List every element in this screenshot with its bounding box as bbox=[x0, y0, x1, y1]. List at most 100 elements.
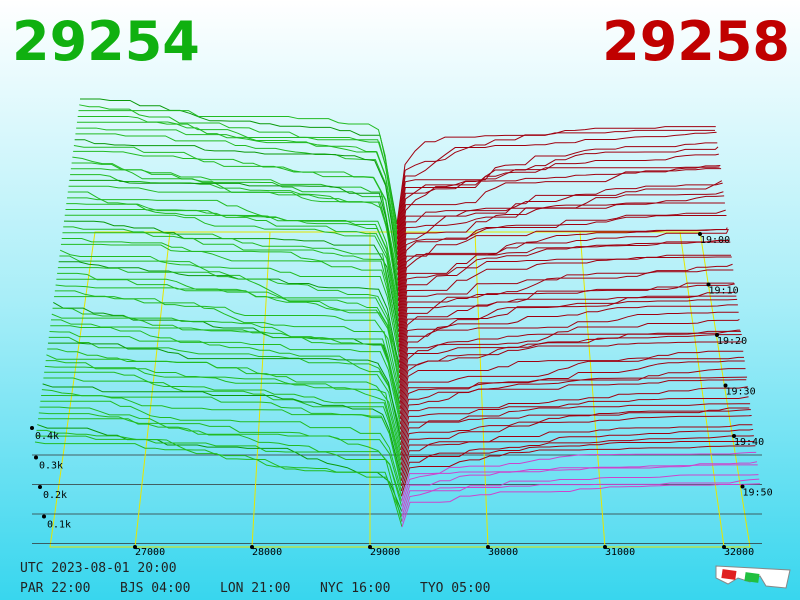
ask-curve bbox=[396, 142, 718, 240]
price-label: 30000 bbox=[488, 547, 518, 558]
city-time: PAR 22:00 bbox=[20, 581, 90, 596]
bid-curve bbox=[44, 371, 402, 466]
ask-curve bbox=[400, 440, 755, 492]
bid-curve bbox=[66, 203, 400, 317]
volume-label: 0.1k bbox=[47, 520, 71, 531]
bid-curve bbox=[80, 98, 398, 225]
ask-curve bbox=[396, 153, 719, 250]
bid-curve bbox=[62, 232, 400, 343]
time-dot bbox=[732, 434, 736, 438]
ask-curve bbox=[399, 333, 742, 404]
ask-curve bbox=[400, 414, 752, 471]
time-label: 19:30 bbox=[726, 387, 756, 398]
bid-curve bbox=[63, 226, 400, 338]
ask-curve bbox=[399, 304, 738, 379]
city-time: LON 21:00 bbox=[220, 581, 290, 596]
volume-dot bbox=[34, 455, 38, 460]
ask-curve bbox=[396, 131, 717, 235]
price-label: 28000 bbox=[252, 547, 282, 558]
ask-curve bbox=[399, 341, 743, 409]
price-dot bbox=[250, 545, 254, 549]
ask-curve bbox=[399, 356, 744, 420]
volume-label: 0.2k bbox=[43, 490, 67, 501]
price-dot bbox=[486, 545, 490, 549]
bid-curve bbox=[77, 115, 398, 240]
bid-curve bbox=[69, 179, 399, 296]
ask-curve bbox=[397, 168, 722, 266]
bid-curve bbox=[40, 400, 402, 492]
ask-curve bbox=[399, 311, 739, 384]
ask-curve bbox=[401, 461, 758, 507]
bid-curve bbox=[60, 243, 400, 353]
ask-curve bbox=[398, 241, 731, 327]
ask-curve bbox=[400, 403, 751, 461]
bid-curve bbox=[74, 139, 399, 261]
ask-curve bbox=[400, 428, 754, 481]
bid-curve bbox=[68, 185, 399, 302]
bid-curve bbox=[73, 145, 399, 266]
bid-curve bbox=[35, 435, 403, 522]
price-dot bbox=[133, 545, 137, 549]
volume-label: 0.4k bbox=[35, 431, 59, 442]
depth-curves bbox=[34, 98, 761, 528]
ask-curve bbox=[398, 269, 734, 348]
ask-curve bbox=[398, 229, 729, 317]
ask-curve bbox=[398, 291, 736, 363]
ask-curve bbox=[397, 195, 725, 286]
ask-curve bbox=[396, 129, 715, 225]
volume-dot bbox=[42, 514, 46, 519]
volume-dot bbox=[30, 426, 34, 430]
ask-curve bbox=[398, 254, 732, 332]
time-label: 19:20 bbox=[717, 336, 747, 347]
ask-curve bbox=[397, 229, 729, 312]
price-grid-line bbox=[579, 231, 606, 548]
bid-curve bbox=[49, 331, 401, 430]
time-dot bbox=[723, 383, 728, 388]
bid-curve bbox=[78, 110, 398, 235]
ask-curve bbox=[399, 319, 740, 389]
bid-curve bbox=[56, 278, 401, 384]
time-dot bbox=[706, 282, 711, 287]
time-dot bbox=[715, 333, 719, 337]
bid-curve bbox=[47, 342, 402, 440]
ask-curve bbox=[401, 464, 758, 512]
time-dot bbox=[740, 484, 745, 489]
bid-curve bbox=[52, 307, 401, 409]
ask-curve bbox=[396, 126, 716, 230]
city-time: NYC 16:00 bbox=[320, 581, 390, 596]
time-label: 19:00 bbox=[700, 235, 730, 246]
bid-curve bbox=[38, 412, 403, 502]
ask-curve bbox=[399, 379, 747, 435]
bid-curve bbox=[54, 296, 401, 399]
bid-curve bbox=[45, 360, 402, 456]
ask-curve bbox=[399, 368, 746, 430]
ask-curve bbox=[398, 283, 735, 358]
price-label: 32000 bbox=[724, 547, 754, 558]
price-label: 31000 bbox=[605, 547, 635, 558]
bid-curve bbox=[61, 238, 400, 348]
time-dot bbox=[698, 232, 702, 236]
bid-curve bbox=[57, 267, 400, 374]
bid-curve bbox=[65, 208, 400, 322]
price-dot bbox=[368, 545, 372, 549]
ask-curve bbox=[401, 451, 757, 502]
bid-curve bbox=[64, 214, 400, 327]
ask-curve bbox=[400, 396, 749, 451]
bid-curve bbox=[54, 290, 401, 394]
bid-price: 29254 bbox=[12, 10, 200, 73]
volume-dot bbox=[38, 485, 42, 489]
utc-time: UTC 2023-08-01 20:00 bbox=[20, 561, 177, 576]
ask-curve bbox=[396, 146, 719, 245]
ask-curve bbox=[401, 474, 759, 517]
bid-curve bbox=[76, 127, 398, 250]
bid-curve bbox=[55, 284, 401, 389]
ask-curve bbox=[399, 360, 745, 425]
bid-curve bbox=[38, 418, 403, 507]
bid-curve bbox=[70, 168, 399, 286]
ask-curve bbox=[397, 166, 720, 255]
ask-curve bbox=[401, 483, 761, 528]
ask-curve bbox=[401, 445, 756, 497]
price-label: 27000 bbox=[135, 547, 165, 558]
